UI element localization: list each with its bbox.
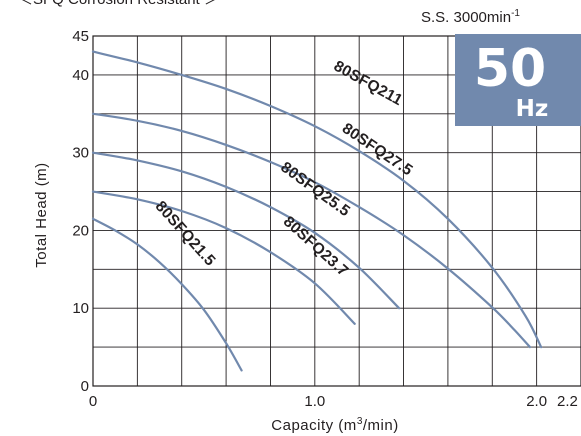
plot-frame (92, 35, 581, 387)
y-tick-label: 0 (81, 378, 89, 395)
series-label-80sfq25-5: 80SFQ25.5 (277, 159, 353, 221)
x-tick-label: 2.2 (557, 393, 578, 410)
x-axis-label: Capacity (m3/min) (271, 416, 398, 434)
x-tick-label: 2.0 (526, 393, 547, 410)
x-tick-label: 0 (89, 393, 97, 410)
frequency-badge-unit: Hz (516, 96, 549, 122)
chart-grid (92, 35, 581, 387)
x-tick-label: 1.0 (304, 393, 325, 410)
y-tick-label: 40 (72, 67, 89, 84)
y-tick-label: 20 (72, 222, 89, 239)
chart-curves (91, 50, 543, 372)
x-axis-label-superscript: 3 (357, 416, 363, 427)
y-tick-label: 30 (72, 145, 89, 162)
y-axis-label: Total Head (m) (33, 162, 50, 267)
y-tick-label: 10 (72, 300, 89, 317)
series-line-80sfq21-5 (91, 217, 243, 372)
series-line-80sfq211 (91, 50, 543, 349)
speed-text: S.S. 3000min-1 (421, 8, 520, 26)
speed-prefix: S.S. 3000min (421, 9, 511, 26)
y-tick-label: 45 (72, 28, 89, 45)
x-axis-label-part2: /min) (363, 417, 399, 434)
frequency-badge (455, 34, 581, 126)
frequency-badge-value: 50 (474, 39, 546, 99)
series-label-80sfq211: 80SFQ211 (331, 58, 406, 110)
series-label-80sfq27-5: 80SFQ27.5 (339, 120, 416, 180)
series-line-80sfq25-5 (91, 151, 401, 310)
speed-exponent: -1 (511, 8, 520, 19)
series-line-80sfq23-7 (91, 190, 356, 325)
series-label-80sfq21-5: 80SFQ21.5 (152, 198, 219, 270)
series-line-80sfq27-5 (91, 112, 532, 349)
axis-ticks: 0 10 20 30 40 45 0 1.0 2.0 2.2 (72, 28, 578, 410)
series-label-80sfq23-7: 80SFQ23.7 (280, 213, 352, 280)
x-axis-label-part1: Capacity (m (271, 417, 357, 434)
chart-header: ＜SFQ Corrosion Resistant ＞ (18, 0, 219, 8)
